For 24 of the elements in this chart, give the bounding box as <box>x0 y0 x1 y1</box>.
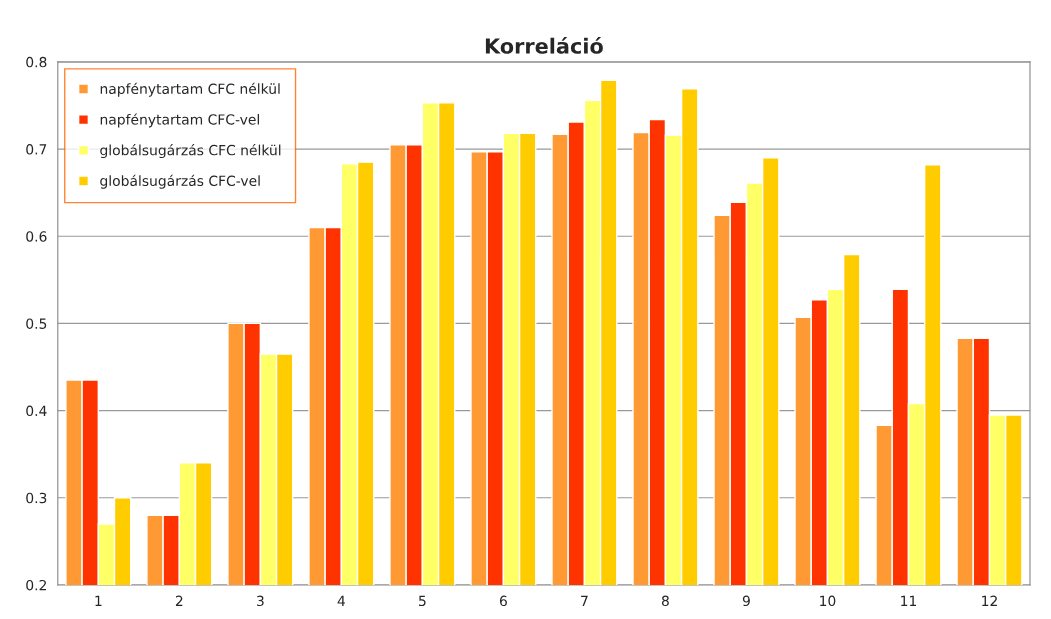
legend-label: globálsugárzás CFC-vel <box>100 174 260 189</box>
legend-label: napfénytartam CFC nélkül <box>100 82 280 97</box>
x-tick-label: 12 <box>982 595 997 606</box>
x-tick-label: 7 <box>581 595 588 606</box>
x-tick-label: 9 <box>742 595 750 607</box>
x-tick-label: 11 <box>901 595 917 606</box>
legend-label: napfénytartam CFC-vel <box>100 113 259 128</box>
legend-label: globálsugárzás CFC nélkül <box>100 144 281 159</box>
y-tick-label: 0.6 <box>26 231 47 242</box>
y-tick-label: 0.3 <box>26 492 47 504</box>
y-tick-label: 0.7 <box>26 144 47 155</box>
x-tick-label: 3 <box>256 595 264 607</box>
x-tick-label: 6 <box>499 595 507 607</box>
x-tick-label: 1 <box>95 595 102 606</box>
y-tick-label: 0.4 <box>26 405 47 417</box>
y-tick-label: 0.2 <box>26 579 46 591</box>
x-tick-label: 5 <box>419 595 426 607</box>
x-tick-label: 2 <box>175 595 183 606</box>
x-tick-label: 8 <box>661 595 669 607</box>
y-tick-label: 0.8 <box>26 56 47 68</box>
y-tick-label: 0.5 <box>26 318 47 329</box>
chart-title: Korreláció <box>485 36 603 54</box>
x-tick-label: 4 <box>337 595 345 606</box>
x-tick-label: 10 <box>820 595 836 607</box>
